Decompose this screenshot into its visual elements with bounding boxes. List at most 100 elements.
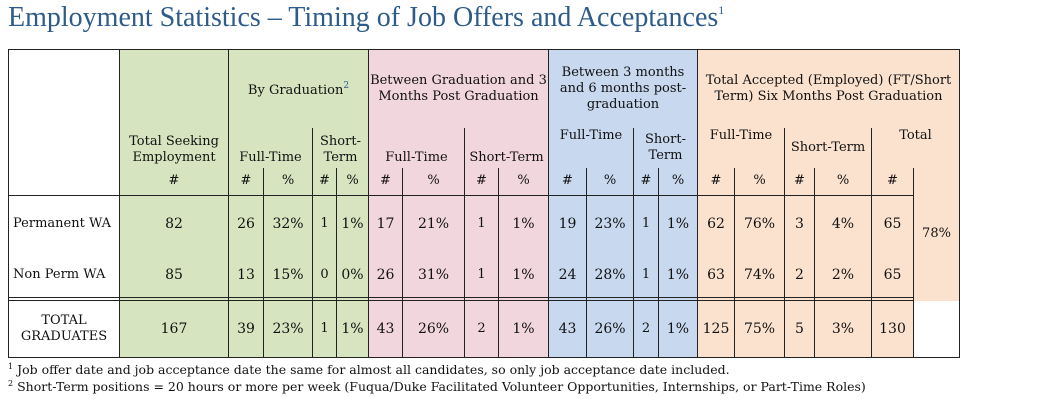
col-hash-header: # <box>368 167 403 196</box>
m36-shortterm-header: Short-Term <box>633 127 698 168</box>
col-pct-header: % <box>402 167 465 196</box>
col-hash-header: # <box>697 167 735 196</box>
col-pct-header: % <box>658 167 698 196</box>
col-pct-header: % <box>814 167 872 196</box>
row-divider <box>498 297 549 301</box>
value-cell: 125 <box>697 300 735 358</box>
value-cell: 15% <box>263 252 313 298</box>
row-divider <box>312 297 337 301</box>
row-divider <box>586 297 634 301</box>
col-pct-header: % <box>734 167 785 196</box>
value-cell: 75% <box>734 300 785 358</box>
col-pct-header: % <box>586 167 634 196</box>
value-cell: 62 <box>697 195 735 253</box>
row-divider <box>119 297 229 301</box>
value-cell: 4% <box>814 195 872 253</box>
value-cell: 76% <box>734 195 785 253</box>
value-cell: 1 <box>633 252 659 298</box>
col-hash-header: # <box>784 167 815 196</box>
row-divider <box>8 297 120 301</box>
value-cell: 5 <box>784 300 815 358</box>
employment-statistics-table: Total Seeking Employment By Graduation2 … <box>8 49 960 358</box>
value-cell: 24 <box>548 252 587 298</box>
col-hash-header: # <box>312 167 337 196</box>
three-six-header: Between 3 months and 6 months post-gradu… <box>548 49 698 128</box>
row-divider <box>368 297 403 301</box>
row-divider <box>871 297 914 301</box>
value-cell: 74% <box>734 252 785 298</box>
table-row: Non Perm WA 85 13 15% 0 0% 26 31% 1 1% 2… <box>8 252 960 298</box>
value-cell: 19 <box>548 195 587 253</box>
table-row-total: TOTAL GRADUATES 167 39 23% 1 1% 43 26% 2… <box>8 300 960 358</box>
value-cell: 65 <box>871 252 914 298</box>
value-cell: 31% <box>402 252 465 298</box>
value-cell: 130 <box>871 300 914 358</box>
row-divider <box>228 297 264 301</box>
value-cell: 26% <box>586 300 634 358</box>
value-cell: 1 <box>312 300 337 358</box>
bygrad-fulltime-header: Full-Time <box>228 127 313 168</box>
value-cell: 2 <box>784 252 815 298</box>
row-divider <box>734 297 785 301</box>
col-hash-header: # <box>871 167 914 196</box>
value-cell: 26 <box>368 252 403 298</box>
value-cell: 1% <box>498 195 549 253</box>
row-divider <box>402 297 465 301</box>
value-cell: 43 <box>368 300 403 358</box>
value-cell: 1% <box>498 252 549 298</box>
value-cell: 0 <box>312 252 337 298</box>
value-cell: 17 <box>368 195 403 253</box>
row-label: Permanent WA <box>8 195 120 253</box>
value-cell: 63 <box>697 252 735 298</box>
value-cell: 2 <box>633 300 659 358</box>
value-cell: 1 <box>312 195 337 253</box>
total-seeking-header: Total Seeking Employment <box>119 49 229 168</box>
value-cell: 23% <box>263 300 313 358</box>
footnote-1: 1 Job offer date and job acceptance date… <box>8 362 730 378</box>
value-cell: 1% <box>658 300 698 358</box>
row-divider <box>633 297 659 301</box>
value-cell: 39 <box>228 300 264 358</box>
by-graduation-header: By Graduation2 <box>228 49 369 128</box>
row-divider <box>464 297 499 301</box>
value-cell: 43 <box>548 300 587 358</box>
value-cell: 3% <box>814 300 872 358</box>
row-label: TOTAL GRADUATES <box>8 300 120 358</box>
col-pct-header: % <box>498 167 549 196</box>
col-hash-header: # <box>548 167 587 196</box>
value-cell: 13 <box>228 252 264 298</box>
row-divider <box>336 297 369 301</box>
value-cell: 1 <box>464 252 499 298</box>
bygrad-shortterm-header: Short-Term <box>312 127 369 168</box>
g3-fulltime-header: Full-Time <box>368 127 465 168</box>
value-cell: 1% <box>658 252 698 298</box>
total-total-header: Total <box>871 127 960 168</box>
row-divider <box>263 297 313 301</box>
value-cell: 1 <box>464 195 499 253</box>
value-cell: 1% <box>336 195 369 253</box>
value-cell: 21% <box>402 195 465 253</box>
seeking-cell: 85 <box>119 252 229 298</box>
value-cell: 1% <box>336 300 369 358</box>
value-cell: 26 <box>228 195 264 253</box>
col-hash-header: # <box>228 167 264 196</box>
total-fulltime-header: Full-Time <box>697 127 785 168</box>
m36-fulltime-header: Full-Time <box>548 127 634 168</box>
value-cell: 28% <box>586 252 634 298</box>
value-cell: 1% <box>498 300 549 358</box>
value-cell: 26% <box>402 300 465 358</box>
value-cell: 2% <box>814 252 872 298</box>
overall-pct-cell: 78% <box>913 167 960 301</box>
row-label: Non Perm WA <box>8 252 120 298</box>
value-cell: 1 <box>633 195 659 253</box>
value-cell: 2 <box>464 300 499 358</box>
row-divider <box>658 297 698 301</box>
page-title: Employment Statistics – Timing of Job Of… <box>8 2 725 33</box>
row-label-header-cell <box>8 49 120 196</box>
footnote-2: 2 Short-Term positions = 20 hours or mor… <box>8 379 866 395</box>
col-pct-header: % <box>263 167 313 196</box>
value-cell: 3 <box>784 195 815 253</box>
value-cell: 23% <box>586 195 634 253</box>
col-hash-header: # <box>464 167 499 196</box>
row-divider <box>697 297 735 301</box>
